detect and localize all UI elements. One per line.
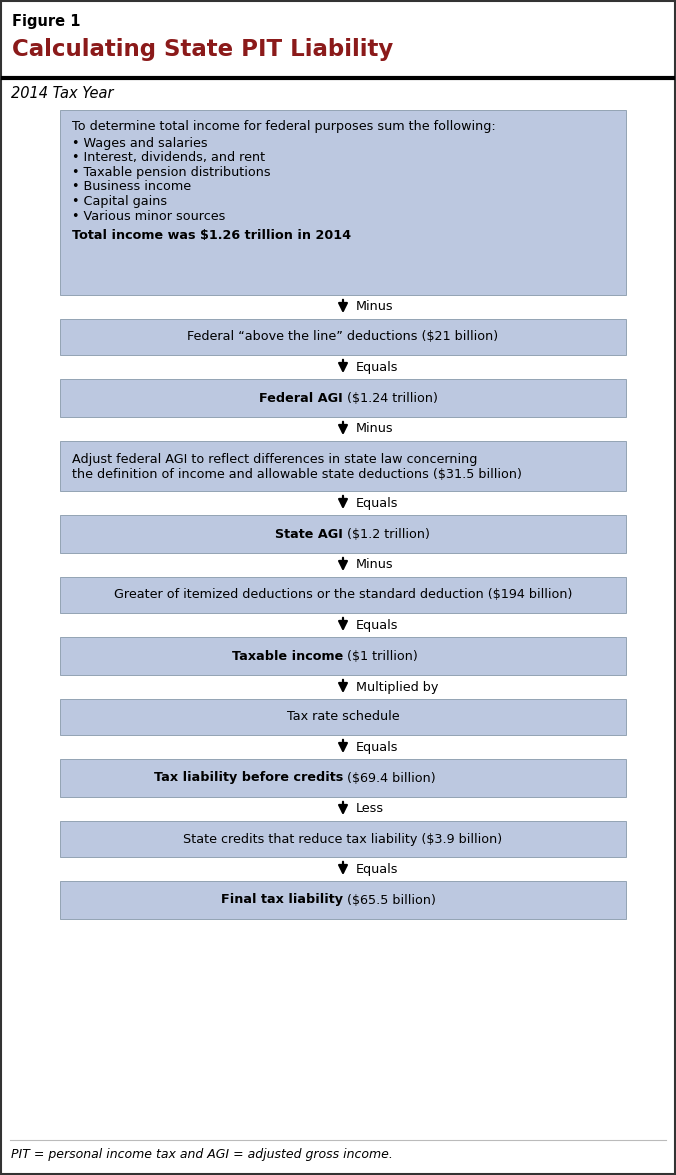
Text: Multiplied by: Multiplied by bbox=[356, 680, 438, 693]
Text: Federal “above the line” deductions ($21 billion): Federal “above the line” deductions ($21… bbox=[187, 330, 499, 343]
Text: • Capital gains: • Capital gains bbox=[72, 195, 167, 208]
Text: Tax rate schedule: Tax rate schedule bbox=[287, 711, 400, 724]
Text: the definition of income and allowable state deductions ($31.5 billion): the definition of income and allowable s… bbox=[72, 468, 522, 481]
Text: 2014 Tax Year: 2014 Tax Year bbox=[11, 86, 114, 101]
Bar bbox=[60, 515, 626, 553]
Text: ($1 trillion): ($1 trillion) bbox=[343, 650, 418, 663]
Text: Minus: Minus bbox=[356, 301, 393, 314]
Bar bbox=[60, 821, 626, 857]
Text: ($1.2 trillion): ($1.2 trillion) bbox=[343, 528, 430, 540]
Bar bbox=[60, 380, 626, 417]
Text: ($1.24 trillion): ($1.24 trillion) bbox=[343, 391, 438, 404]
Text: Minus: Minus bbox=[356, 423, 393, 436]
Text: Figure 1: Figure 1 bbox=[12, 14, 80, 29]
Text: Equals: Equals bbox=[356, 740, 398, 753]
Text: Minus: Minus bbox=[356, 558, 393, 571]
Text: Calculating State PIT Liability: Calculating State PIT Liability bbox=[12, 38, 393, 61]
Text: • Taxable pension distributions: • Taxable pension distributions bbox=[72, 166, 270, 179]
Text: • Business income: • Business income bbox=[72, 181, 191, 194]
Text: Total income was $1.26 trillion in 2014: Total income was $1.26 trillion in 2014 bbox=[72, 229, 351, 242]
Text: Equals: Equals bbox=[356, 361, 398, 374]
Bar bbox=[60, 318, 626, 355]
Text: • Various minor sources: • Various minor sources bbox=[72, 209, 225, 222]
Text: Equals: Equals bbox=[356, 618, 398, 631]
Text: Final tax liability: Final tax liability bbox=[221, 893, 343, 906]
Bar bbox=[60, 110, 626, 295]
Text: PIT = personal income tax and AGI = adjusted gross income.: PIT = personal income tax and AGI = adju… bbox=[11, 1148, 393, 1161]
Text: ($69.4 billion): ($69.4 billion) bbox=[343, 772, 435, 785]
Text: • Wages and salaries: • Wages and salaries bbox=[72, 137, 208, 150]
Bar bbox=[60, 441, 626, 491]
Text: Adjust federal AGI to reflect differences in state law concerning: Adjust federal AGI to reflect difference… bbox=[72, 454, 477, 466]
Text: Federal AGI: Federal AGI bbox=[260, 391, 343, 404]
Text: Greater of itemized deductions or the standard deduction ($194 billion): Greater of itemized deductions or the st… bbox=[114, 589, 572, 602]
Text: Equals: Equals bbox=[356, 497, 398, 510]
Bar bbox=[60, 637, 626, 674]
Text: ($65.5 billion): ($65.5 billion) bbox=[343, 893, 436, 906]
Bar bbox=[60, 699, 626, 736]
Text: Less: Less bbox=[356, 803, 384, 815]
Text: Equals: Equals bbox=[356, 862, 398, 875]
Text: • Interest, dividends, and rent: • Interest, dividends, and rent bbox=[72, 152, 265, 165]
Bar bbox=[60, 881, 626, 919]
Text: Tax liability before credits: Tax liability before credits bbox=[153, 772, 343, 785]
Text: Taxable income: Taxable income bbox=[232, 650, 343, 663]
Bar bbox=[60, 577, 626, 613]
Text: State credits that reduce tax liability ($3.9 billion): State credits that reduce tax liability … bbox=[183, 833, 502, 846]
Text: State AGI: State AGI bbox=[275, 528, 343, 540]
Text: To determine total income for federal purposes sum the following:: To determine total income for federal pu… bbox=[72, 120, 496, 133]
Bar bbox=[60, 759, 626, 797]
